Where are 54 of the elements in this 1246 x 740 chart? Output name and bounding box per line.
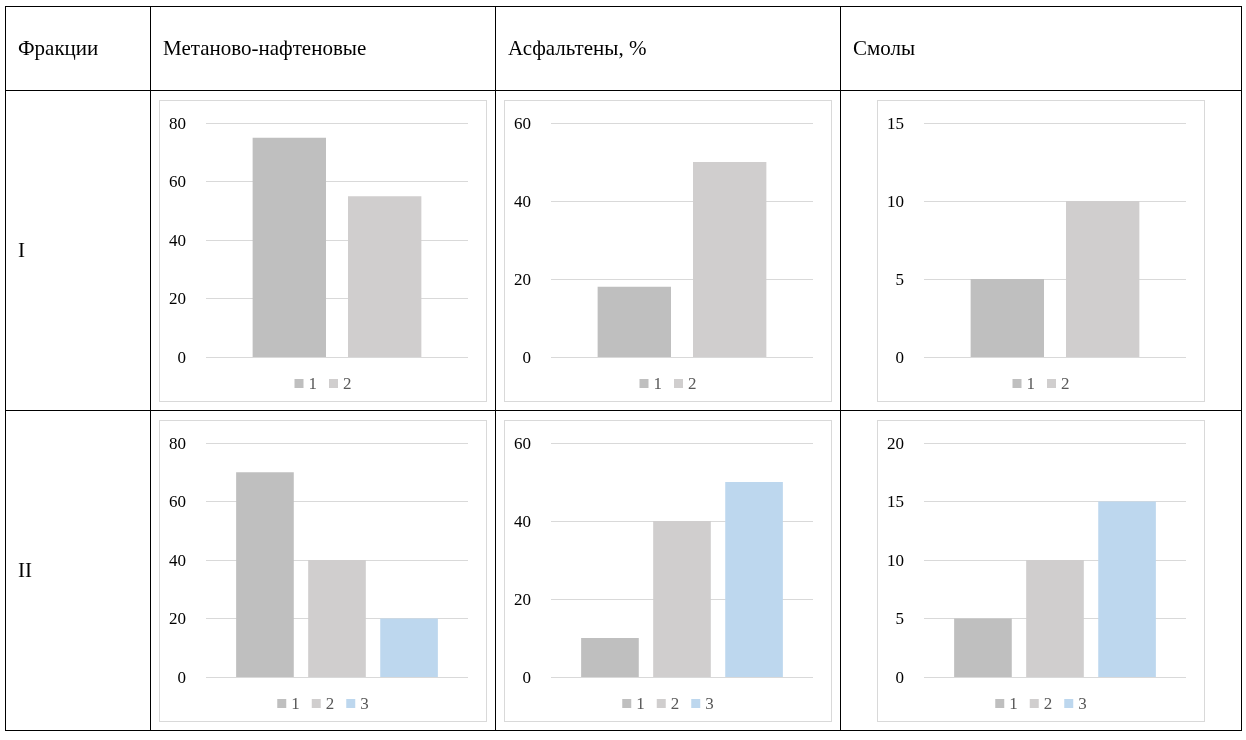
y-tick-label: 60 [169, 171, 186, 191]
text: Асфальтены, % [495, 6, 841, 91]
y-tick-label: 0 [522, 667, 531, 686]
y-tick-label: 10 [887, 550, 904, 569]
text: Смолы [840, 6, 1242, 91]
y-tick-label: 5 [895, 269, 904, 288]
legend-label: 2 [1061, 373, 1070, 393]
y-tick-label: 0 [177, 347, 186, 366]
y-tick-label: 20 [514, 269, 531, 288]
legend-label: 2 [343, 373, 352, 393]
y-tick-label: 80 [169, 433, 186, 452]
bar [725, 481, 783, 677]
y-tick-label: 20 [514, 589, 531, 608]
legend-label: 2 [688, 373, 697, 393]
legend-label: 3 [360, 693, 369, 713]
text: Фракции [5, 6, 151, 91]
text: Метаново-нафтеновые [150, 6, 496, 91]
y-tick-label: 40 [514, 511, 531, 530]
y-tick-label: 60 [169, 491, 186, 511]
bar [380, 618, 438, 677]
y-tick-label: 0 [177, 667, 186, 686]
legend-label: 2 [670, 693, 680, 713]
y-tick-label: 20 [887, 433, 904, 452]
y-tick-label: 20 [169, 288, 186, 308]
legend-label: 1 [308, 373, 317, 393]
text: I [5, 90, 151, 411]
y-tick-label: 15 [887, 491, 904, 511]
legend-label: 1 [636, 693, 645, 713]
legend-label: 3 [1078, 693, 1087, 713]
bar [581, 637, 639, 677]
legend-label: 2 [325, 693, 335, 713]
y-tick-label: 40 [169, 550, 186, 569]
y-tick-label: 10 [887, 191, 904, 210]
bar [1098, 501, 1156, 677]
y-tick-label: 60 [514, 113, 531, 132]
y-tick-label: 40 [169, 230, 186, 249]
y-tick-label: 15 [887, 113, 904, 132]
y-tick-label: 0 [895, 347, 904, 366]
legend-label: 1 [653, 373, 662, 393]
y-tick-label: 0 [895, 667, 904, 686]
legend-label: 2 [1043, 693, 1053, 713]
y-tick-label: 80 [169, 113, 186, 132]
y-tick-label: 20 [169, 608, 186, 628]
bar [236, 471, 294, 677]
legend-label: 1 [291, 693, 300, 713]
y-tick-label: 40 [514, 191, 531, 210]
y-tick-label: 60 [514, 433, 531, 452]
text: II [5, 410, 151, 731]
bar [954, 618, 1012, 677]
y-tick-label: 0 [522, 347, 531, 366]
legend-label: 1 [1009, 693, 1018, 713]
legend-label: 3 [705, 693, 714, 713]
y-tick-label: 5 [895, 608, 904, 628]
legend-label: 1 [1026, 373, 1035, 393]
